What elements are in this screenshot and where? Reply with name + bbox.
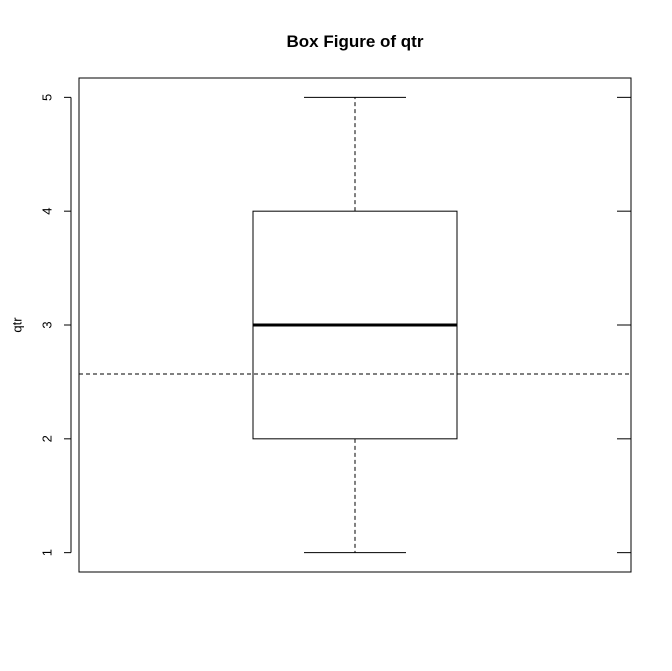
y-tick-label-group: 2 [39, 435, 54, 442]
y-tick-label: 3 [39, 321, 54, 328]
y-tick-label-group: 5 [39, 94, 54, 101]
y-tick-label: 1 [39, 549, 54, 556]
y-tick-label-group: 1 [39, 549, 54, 556]
right-ticks [617, 96, 631, 554]
y-tick-label: 2 [39, 435, 54, 442]
y-tick-label-group: 3 [39, 321, 54, 328]
box-plot [252, 96, 458, 554]
y-tick-label: 5 [39, 94, 54, 101]
y-tick-label: 4 [39, 208, 54, 215]
y-axis: 1 2 3 4 5 [39, 94, 72, 556]
chart-title: Box Figure of qtr [287, 32, 424, 51]
y-axis-label: qtr [9, 317, 24, 333]
y-tick-label-group: 4 [39, 208, 54, 215]
